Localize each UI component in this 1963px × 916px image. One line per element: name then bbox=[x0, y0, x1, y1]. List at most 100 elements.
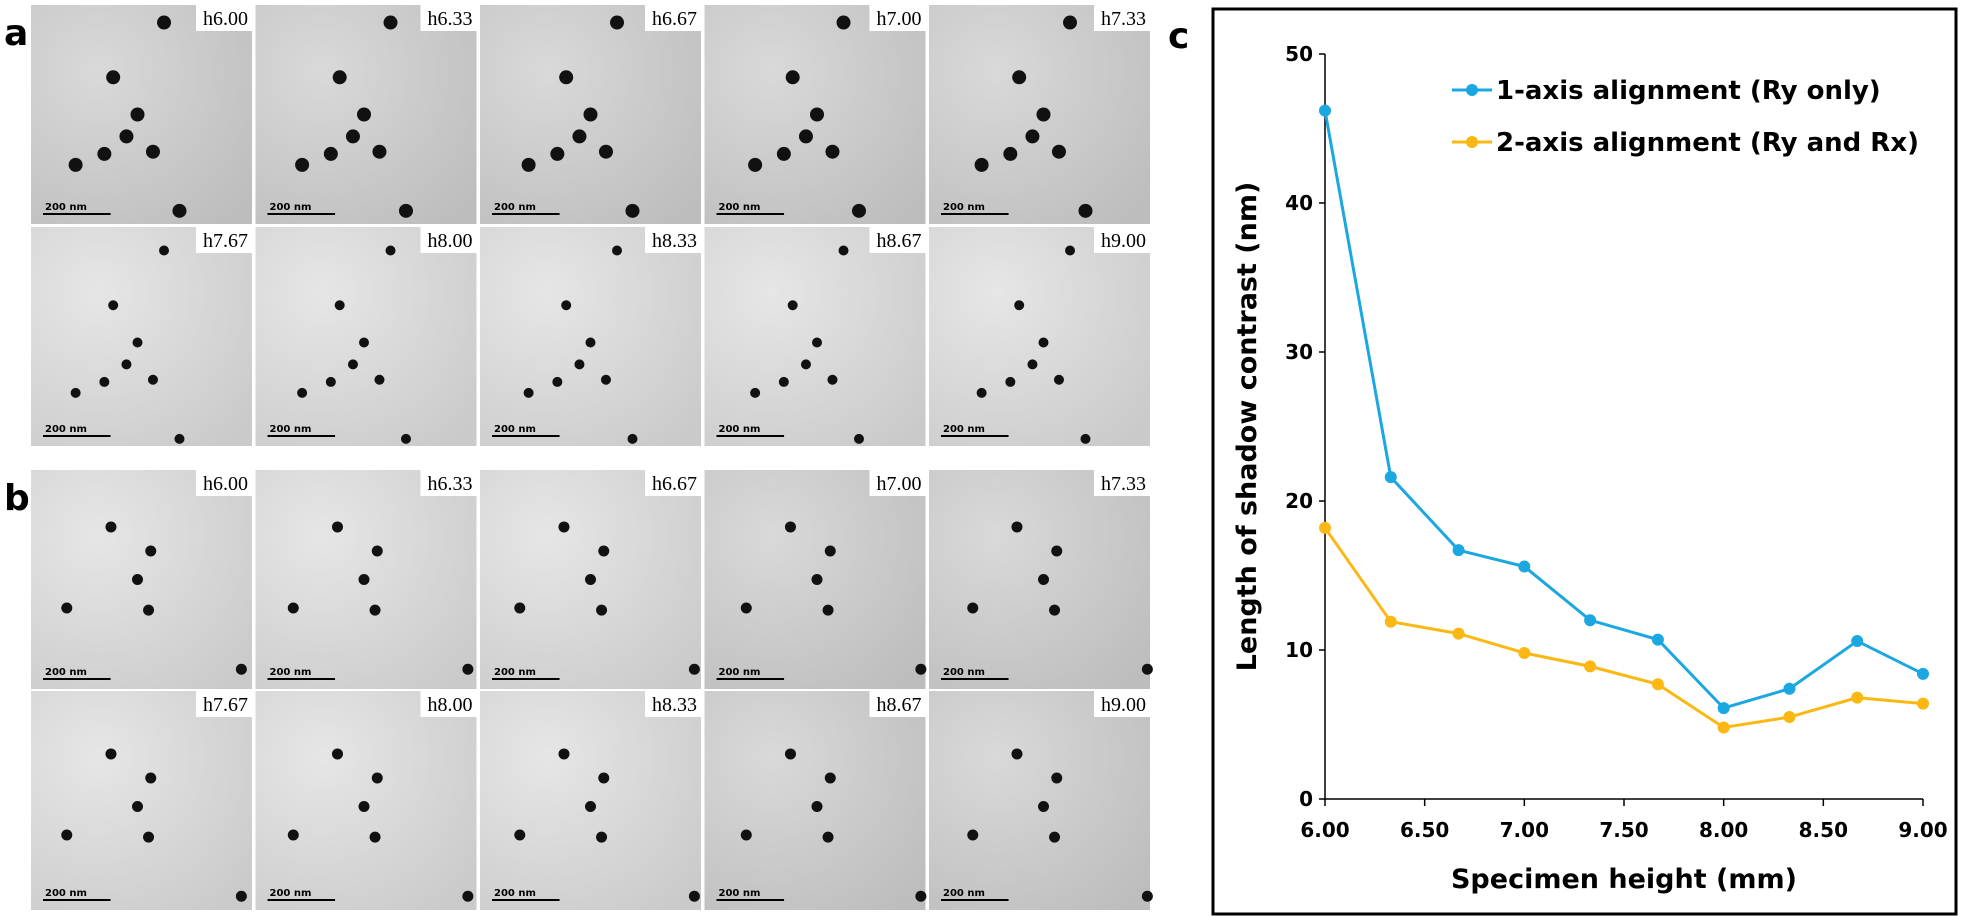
particle bbox=[97, 146, 112, 161]
particle bbox=[851, 203, 866, 218]
particle bbox=[552, 376, 563, 387]
y-tick-label: 20 bbox=[1285, 489, 1313, 513]
label-bg bbox=[869, 691, 926, 717]
image-label: h6.67 bbox=[652, 8, 697, 30]
image-label: h8.00 bbox=[428, 230, 473, 252]
data-point bbox=[1717, 721, 1730, 734]
particle bbox=[612, 245, 623, 256]
particle bbox=[143, 831, 155, 843]
particle bbox=[159, 245, 170, 256]
particle bbox=[625, 203, 640, 218]
micrograph: h6.33 200 nm bbox=[255, 470, 477, 689]
particle bbox=[70, 387, 81, 398]
data-point bbox=[1384, 471, 1397, 484]
image-label: h7.33 bbox=[1101, 8, 1146, 30]
particle bbox=[1078, 203, 1093, 218]
x-tick-label: 6.50 bbox=[1400, 818, 1449, 842]
particle bbox=[811, 574, 823, 585]
particle bbox=[514, 602, 526, 614]
scale-bar-label: 200 nm bbox=[943, 888, 985, 899]
y-tick-label: 10 bbox=[1285, 638, 1313, 662]
particle bbox=[1053, 374, 1064, 385]
panel-label: b bbox=[4, 478, 30, 519]
data-point bbox=[1717, 702, 1730, 715]
micrograph: h8.33 200 nm bbox=[480, 691, 701, 910]
legend-marker bbox=[1466, 136, 1478, 148]
particle bbox=[1141, 890, 1153, 902]
particle bbox=[967, 602, 979, 614]
particle bbox=[558, 521, 570, 533]
image-label: h6.00 bbox=[203, 473, 248, 495]
particle bbox=[822, 604, 834, 616]
particle bbox=[967, 829, 979, 841]
micrograph: h8.67 200 nm bbox=[704, 227, 926, 446]
particle bbox=[371, 772, 383, 784]
image-label: h7.67 bbox=[203, 230, 248, 252]
particle bbox=[836, 15, 851, 30]
micrograph: h8.00 200 nm bbox=[255, 691, 477, 910]
y-tick-label: 40 bbox=[1285, 191, 1313, 215]
label-bg bbox=[420, 5, 477, 31]
particle bbox=[785, 70, 800, 85]
micrograph: h6.67 200 nm bbox=[480, 470, 701, 689]
scale-bar-label: 200 nm bbox=[45, 667, 87, 678]
micrograph-bg bbox=[255, 691, 477, 910]
particle bbox=[1049, 604, 1061, 616]
particle bbox=[325, 376, 336, 387]
micrograph-bg bbox=[704, 227, 926, 446]
data-point bbox=[1518, 560, 1531, 573]
particle bbox=[132, 337, 143, 348]
particle bbox=[105, 521, 117, 533]
particle bbox=[383, 15, 398, 30]
particle bbox=[147, 374, 158, 385]
image-label: h9.00 bbox=[1101, 230, 1146, 252]
particle bbox=[157, 15, 172, 30]
particle bbox=[824, 772, 836, 784]
scale-bar-label: 200 nm bbox=[270, 424, 312, 435]
label-bg bbox=[869, 5, 926, 31]
particle bbox=[598, 772, 610, 784]
particle bbox=[810, 107, 824, 122]
micrograph: h9.00 200 nm bbox=[929, 691, 1153, 910]
particle bbox=[583, 107, 598, 122]
label-bg bbox=[645, 691, 701, 717]
particle bbox=[825, 144, 840, 159]
particle bbox=[287, 829, 299, 841]
particle bbox=[99, 376, 110, 387]
particle bbox=[784, 748, 796, 760]
particle bbox=[61, 602, 73, 614]
image-label: h7.00 bbox=[877, 8, 922, 30]
micrograph: h7.00 200 nm bbox=[704, 5, 926, 224]
label-bg bbox=[196, 470, 252, 496]
particle bbox=[145, 545, 157, 557]
image-label: h6.33 bbox=[428, 8, 473, 30]
particle bbox=[121, 359, 132, 370]
image-label: h9.00 bbox=[1101, 694, 1146, 716]
image-label: h7.67 bbox=[203, 694, 248, 716]
particle bbox=[462, 890, 474, 902]
chart-frame bbox=[1211, 7, 1958, 916]
particle bbox=[1036, 107, 1051, 122]
micrograph-bg bbox=[31, 227, 252, 446]
data-point bbox=[1651, 678, 1664, 691]
particle bbox=[372, 144, 387, 159]
micrograph-bg bbox=[480, 691, 701, 910]
particle bbox=[521, 157, 536, 172]
particle bbox=[357, 107, 371, 122]
data-point bbox=[1651, 633, 1664, 646]
micrograph-bg bbox=[929, 691, 1150, 910]
particle bbox=[915, 890, 927, 902]
particle bbox=[598, 144, 613, 159]
particle bbox=[812, 337, 822, 348]
particle bbox=[627, 433, 638, 444]
particle bbox=[598, 545, 610, 557]
particle bbox=[334, 300, 345, 311]
particle bbox=[1005, 376, 1016, 387]
micrograph: h7.33 200 nm bbox=[929, 470, 1153, 689]
particle bbox=[1038, 801, 1049, 812]
micrograph-bg bbox=[480, 227, 701, 446]
image-label: h8.67 bbox=[877, 694, 922, 716]
particle bbox=[838, 245, 849, 256]
data-point bbox=[1384, 615, 1397, 628]
